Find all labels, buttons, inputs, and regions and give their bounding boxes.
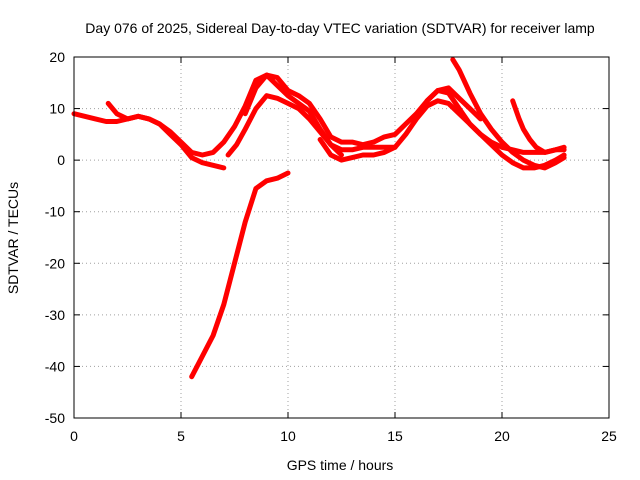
x-tick-label: 5 xyxy=(177,428,185,444)
x-tick-label: 10 xyxy=(280,428,296,444)
series-layer xyxy=(71,57,567,380)
series-line-arc-5 xyxy=(317,98,567,163)
y-tick-label: 10 xyxy=(49,101,65,117)
y-tick-label: -40 xyxy=(45,358,65,374)
y-tick-label: -20 xyxy=(45,255,65,271)
series-line-arc-3 xyxy=(225,93,398,158)
series-line-arc-8 xyxy=(510,98,567,155)
plot-frame xyxy=(73,56,610,419)
y-tick-label: 20 xyxy=(49,49,65,65)
axis-ticks: 0 5 10 15 20 25 -50 -40 -30 -20 -10 0 10 20 xyxy=(45,49,617,444)
series-line-arc-1 xyxy=(71,111,227,171)
grid xyxy=(74,57,609,418)
x-tick-label: 20 xyxy=(494,428,510,444)
chart-title: Day 076 of 2025, Sidereal Day-to-day VTE… xyxy=(85,20,595,36)
x-tick-label: 15 xyxy=(387,428,403,444)
x-tick-label: 25 xyxy=(601,428,617,444)
series-line-arc-9 xyxy=(189,170,291,380)
series-line-arc-7 xyxy=(450,57,567,171)
series-line-arc-2 xyxy=(105,72,344,158)
x-axis-label: GPS time / hours xyxy=(287,457,394,473)
y-tick-label: -50 xyxy=(45,410,65,426)
y-tick-label: 0 xyxy=(57,152,65,168)
y-tick-label: -30 xyxy=(45,307,65,323)
y-axis-label: SDTVAR / TECUs xyxy=(5,182,21,294)
y-tick-label: -10 xyxy=(45,204,65,220)
x-tick-label: 0 xyxy=(70,428,78,444)
